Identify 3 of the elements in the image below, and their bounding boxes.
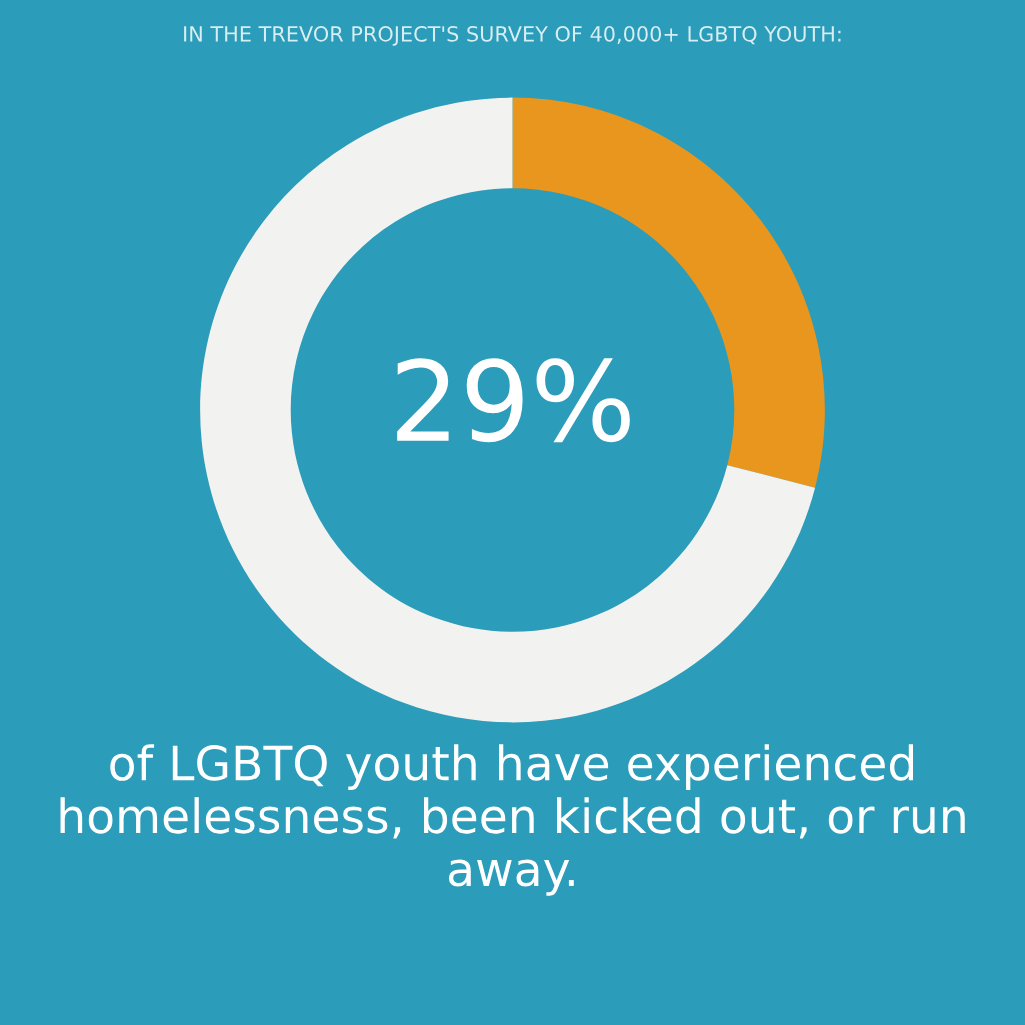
data-label: 29% (397, 358, 630, 443)
text: of LGBTQ youth have experienced homelessness, been kicked out, or run away. (60, 744, 965, 896)
chart-title: IN THE TREVOR PROJECT'S SURVEY OF 40,000+ LGBTQ YOUTH: (184, 25, 841, 46)
